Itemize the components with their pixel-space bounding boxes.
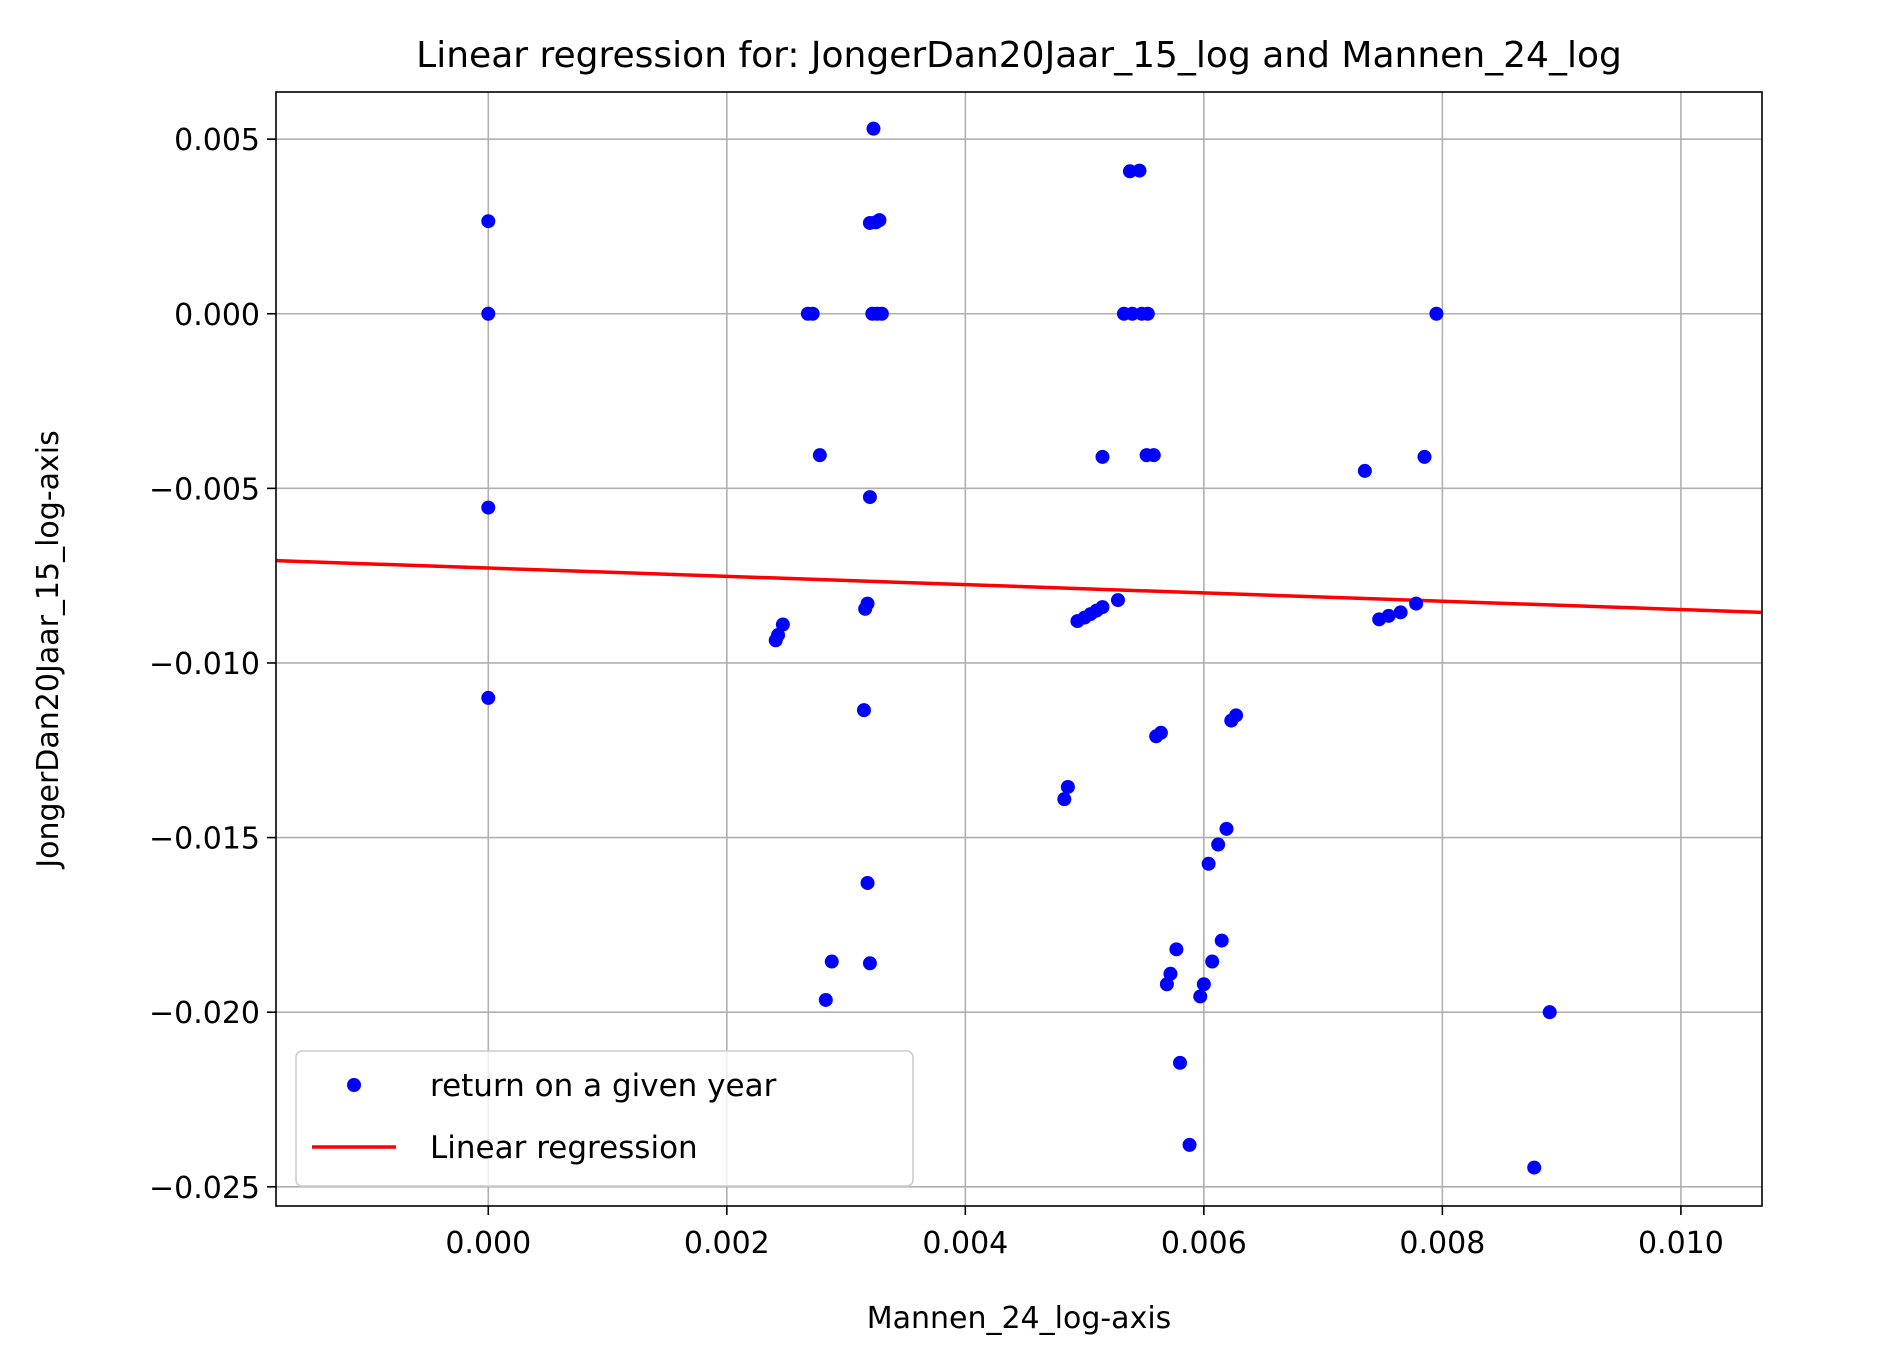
scatter-point xyxy=(1196,977,1211,992)
scatter-point xyxy=(481,500,496,515)
scatter-point xyxy=(860,875,875,890)
scatter-point xyxy=(1193,989,1208,1004)
x-axis-label: Mannen_24_log-axis xyxy=(867,1301,1172,1336)
scatter-point xyxy=(1182,1137,1197,1152)
y-tick-label: −0.010 xyxy=(149,647,260,682)
scatter-point xyxy=(1057,792,1072,807)
scatter-point xyxy=(1409,596,1424,611)
y-tick-label: −0.015 xyxy=(149,822,260,857)
scatter-point xyxy=(1153,725,1168,740)
scatter-point xyxy=(481,306,496,321)
scatter-point xyxy=(1542,1005,1557,1020)
legend-scatter-marker xyxy=(347,1078,361,1092)
y-tick-label: 0.000 xyxy=(174,298,260,333)
scatter-point xyxy=(812,448,827,463)
scatter-point xyxy=(1429,306,1444,321)
y-tick-label: 0.005 xyxy=(174,123,260,158)
x-tick-label: 0.000 xyxy=(445,1226,531,1261)
scatter-point xyxy=(824,954,839,969)
plot-area-frame xyxy=(275,91,1763,1207)
scatter-point xyxy=(481,690,496,705)
x-tick-label: 0.006 xyxy=(1161,1226,1247,1261)
scatter-point xyxy=(1146,448,1161,463)
scatter-point xyxy=(1132,163,1147,178)
scatter-point xyxy=(1417,449,1432,464)
regression-layer xyxy=(275,558,1763,615)
y-tick-label: −0.025 xyxy=(149,1171,260,1206)
x-tick-label: 0.004 xyxy=(922,1226,1008,1261)
scatter-point xyxy=(1110,593,1125,608)
scatter-point xyxy=(818,992,833,1007)
legend-box xyxy=(295,1050,914,1187)
y-axis-label: JongerDan20Jaar_15_log-axis xyxy=(31,430,66,870)
scatter-point xyxy=(860,596,875,611)
scatter-point xyxy=(481,214,496,229)
x-tick-label: 0.010 xyxy=(1638,1226,1724,1261)
x-axis-ticks: 0.000 0.002 0.004 0.006 0.008 0.010 xyxy=(445,1206,1724,1261)
scatter-points xyxy=(481,121,1557,1175)
legend-label-scatter: return on a given year xyxy=(430,1068,777,1104)
legend: return on a given year Linear regression xyxy=(295,1050,914,1187)
scatter-point xyxy=(1060,779,1075,794)
scatter-point xyxy=(1173,1055,1188,1070)
scatter-point xyxy=(1229,708,1244,723)
scatter-point xyxy=(1211,837,1226,852)
scatter-point xyxy=(1169,942,1184,957)
scatter-point xyxy=(771,628,786,643)
scatter-point xyxy=(1095,449,1110,464)
scatter-point xyxy=(1393,605,1408,620)
grid-lines xyxy=(276,92,1762,1206)
scatter-point xyxy=(1527,1160,1542,1175)
chart-title: Linear regression for: JongerDan20Jaar_1… xyxy=(416,35,1622,76)
scatter-point xyxy=(872,213,887,228)
scatter-point xyxy=(874,306,889,321)
scatter-point xyxy=(866,121,881,136)
regression-line xyxy=(275,558,1763,615)
x-tick-label: 0.008 xyxy=(1399,1226,1485,1261)
y-axis-ticks: 0.005 0.000 −0.005 −0.010 −0.015 −0.020 −0.025 xyxy=(149,123,276,1206)
scatter-point xyxy=(856,703,871,718)
scatter-point xyxy=(775,617,790,632)
scatter-point xyxy=(805,306,820,321)
scatter-point xyxy=(1214,933,1229,948)
y-tick-label: −0.020 xyxy=(149,996,260,1031)
scatter-point xyxy=(1205,954,1220,969)
scatter-point xyxy=(1219,821,1234,836)
scatter-point xyxy=(1201,856,1216,871)
scatter-point xyxy=(1381,608,1396,623)
scatter-point xyxy=(1163,966,1178,981)
scatter-point xyxy=(1357,463,1372,478)
scatter-point xyxy=(862,956,877,971)
legend-label-regression: Linear regression xyxy=(430,1130,698,1166)
scatter-point xyxy=(862,490,877,505)
y-tick-label: −0.005 xyxy=(149,472,260,507)
x-tick-label: 0.002 xyxy=(684,1226,770,1261)
scatter-point xyxy=(1095,600,1110,615)
scatter-point xyxy=(1140,306,1155,321)
